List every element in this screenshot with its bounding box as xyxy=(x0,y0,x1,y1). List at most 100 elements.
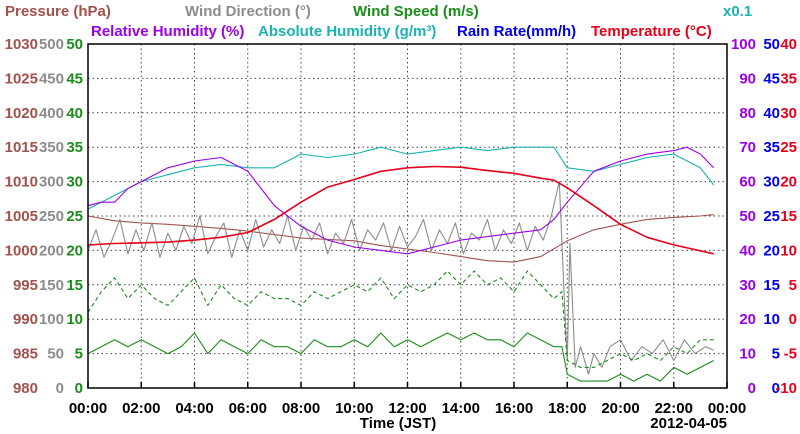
legend-item-abs-hum: Absolute Humidity (g/m³) xyxy=(258,23,436,40)
y-tick-label-pressure: 1025 xyxy=(5,70,38,87)
y-tick-label-rain: 10 xyxy=(763,311,780,328)
y-tick-label-temp: 10 xyxy=(780,242,797,259)
y-tick-label-rain: 50 xyxy=(763,36,780,53)
y-tick-label-rain: 20 xyxy=(763,242,780,259)
x-tick-label: 02:00 xyxy=(122,400,160,417)
series-line-temp xyxy=(87,165,714,255)
y-tick-label-wind-dir: 300 xyxy=(39,174,64,191)
y-tick-label-wind-speed: 45 xyxy=(66,70,83,87)
y-tick-label-wind-dir: 500 xyxy=(39,36,64,53)
y-tick-label-pressure: 1015 xyxy=(5,139,38,156)
y-tick-label-wind-dir: 50 xyxy=(47,346,64,363)
y-tick-label-wind-speed: 30 xyxy=(66,174,83,191)
legend-item-wind-speed: Wind Speed (m/s) xyxy=(353,3,479,20)
y-tick-label-pressure: 990 xyxy=(13,311,38,328)
y-tick-label-rain: 5 xyxy=(772,346,780,363)
legend-item-abs-hum_scale: x0.1 xyxy=(723,3,752,20)
y-tick-label-temp: 30 xyxy=(780,105,797,122)
y-tick-label-rel-hum: 90 xyxy=(739,70,756,87)
y-tick-label-wind-dir: 250 xyxy=(39,208,64,225)
x-tick-label: 12:00 xyxy=(388,400,426,417)
legend-item-temp: Temperature (°C) xyxy=(591,23,712,40)
series-line-wind-speed-max xyxy=(87,270,714,368)
y-tick-label-wind-dir: 0 xyxy=(56,380,64,397)
y-tick-label-temp: -10 xyxy=(775,380,797,397)
legend-item-rain: Rain Rate(mm/h) xyxy=(457,23,576,40)
y-tick-label-wind-speed: 0 xyxy=(75,380,83,397)
plot-series xyxy=(87,146,727,389)
x-tick-label: 14:00 xyxy=(442,400,480,417)
x-tick-label: 18:00 xyxy=(548,400,586,417)
x-tick-label: 20:00 xyxy=(601,400,639,417)
series-line-abs-hum xyxy=(87,146,715,210)
y-tick-label-rain: 40 xyxy=(763,105,780,122)
y-tick-label-rel-hum: 30 xyxy=(739,277,756,294)
y-tick-label-rel-hum: 80 xyxy=(739,105,756,122)
y-tick-label-temp: 5 xyxy=(789,277,797,294)
x-tick-label: 00:00 xyxy=(69,400,107,417)
y-tick-label-rain: 25 xyxy=(763,208,780,225)
y-tick-label-wind-speed: 15 xyxy=(66,277,83,294)
y-tick-label-rel-hum: 40 xyxy=(739,242,756,259)
y-tick-label-pressure: 1030 xyxy=(5,36,38,53)
y-tick-label-wind-speed: 40 xyxy=(66,105,83,122)
y-tick-label-rel-hum: 60 xyxy=(739,174,756,191)
y-tick-label-rel-hum: 20 xyxy=(739,311,756,328)
chart-date: 2012-04-05 xyxy=(650,415,727,432)
series-line-wind-speed xyxy=(87,332,714,382)
y-tick-label-pressure: 1000 xyxy=(5,242,38,259)
y-tick-label-pressure: 1010 xyxy=(5,174,38,191)
y-tick-label-wind-speed: 25 xyxy=(66,208,83,225)
y-tick-label-temp: 40 xyxy=(780,36,797,53)
y-tick-label-temp: 35 xyxy=(780,70,797,87)
x-tick-label: 16:00 xyxy=(495,400,533,417)
y-tick-label-rel-hum: 50 xyxy=(739,208,756,225)
y-tick-label-rel-hum: 70 xyxy=(739,139,756,156)
plot-grid xyxy=(88,44,727,388)
y-tick-label-temp: -5 xyxy=(784,346,797,363)
y-tick-label-pressure: 995 xyxy=(13,277,38,294)
x-axis: 00:00 02:00 04:00 06:00 08:00 10:00 12:00 14:00… xyxy=(69,382,746,417)
y-tick-label-wind-speed: 35 xyxy=(66,139,83,156)
y-tick-label-rel-hum: 10 xyxy=(739,346,756,363)
legend-item-rel-hum: Relative Humidity (%) xyxy=(91,23,244,40)
y-tick-label-wind-speed: 10 xyxy=(66,311,83,328)
y-tick-label-rain: 45 xyxy=(763,70,780,87)
y-tick-label-temp: 15 xyxy=(780,208,797,225)
y-tick-label-wind-speed: 20 xyxy=(66,242,83,259)
y-tick-label-rain: 15 xyxy=(763,277,780,294)
y-tick-label-wind-dir: 350 xyxy=(39,139,64,156)
y-tick-label-wind-dir: 100 xyxy=(39,311,64,328)
y-tick-label-rain: 30 xyxy=(763,174,780,191)
y-tick-label-wind-dir: 150 xyxy=(39,277,64,294)
series-line-wind-dir xyxy=(87,181,714,375)
y-tick-label-temp: 25 xyxy=(780,139,797,156)
y-tick-label-temp: 0 xyxy=(789,311,797,328)
y-tick-label-rel-hum: 100 xyxy=(731,36,756,53)
x-tick-label: 00:00 xyxy=(708,400,746,417)
y-tick-label-rel-hum: 0 xyxy=(748,380,756,397)
y-tick-label-pressure: 1020 xyxy=(5,105,38,122)
y-tick-label-wind-speed: 50 xyxy=(66,36,83,53)
legend-item-pressure: Pressure (hPa) xyxy=(5,3,111,20)
series-line-pressure xyxy=(87,214,714,263)
series-line-rel-hum xyxy=(87,146,715,255)
y-tick-label-pressure: 985 xyxy=(13,346,38,363)
x-axis-label: Time (JST) xyxy=(360,415,436,432)
y-tick-label-pressure: 980 xyxy=(13,380,38,397)
y-tick-label-temp: 20 xyxy=(780,174,797,191)
y-tick-label-wind-dir: 200 xyxy=(39,242,64,259)
y-tick-label-wind-speed: 5 xyxy=(75,346,83,363)
y-tick-label-rain: 35 xyxy=(763,139,780,156)
x-tick-label: 04:00 xyxy=(175,400,213,417)
x-tick-label: 10:00 xyxy=(335,400,373,417)
y-tick-label-pressure: 1005 xyxy=(5,208,38,225)
x-tick-label: 08:00 xyxy=(282,400,320,417)
y-axes: 9809859909951000100510101015102010251030… xyxy=(5,36,797,397)
y-tick-label-rain: 0 xyxy=(772,380,780,397)
chart-legend: Pressure (hPa) Wind Direction (°) Wind Spe… xyxy=(5,3,752,40)
y-tick-label-wind-dir: 450 xyxy=(39,70,64,87)
x-tick-label: 22:00 xyxy=(655,400,693,417)
x-tick-label: 06:00 xyxy=(229,400,267,417)
